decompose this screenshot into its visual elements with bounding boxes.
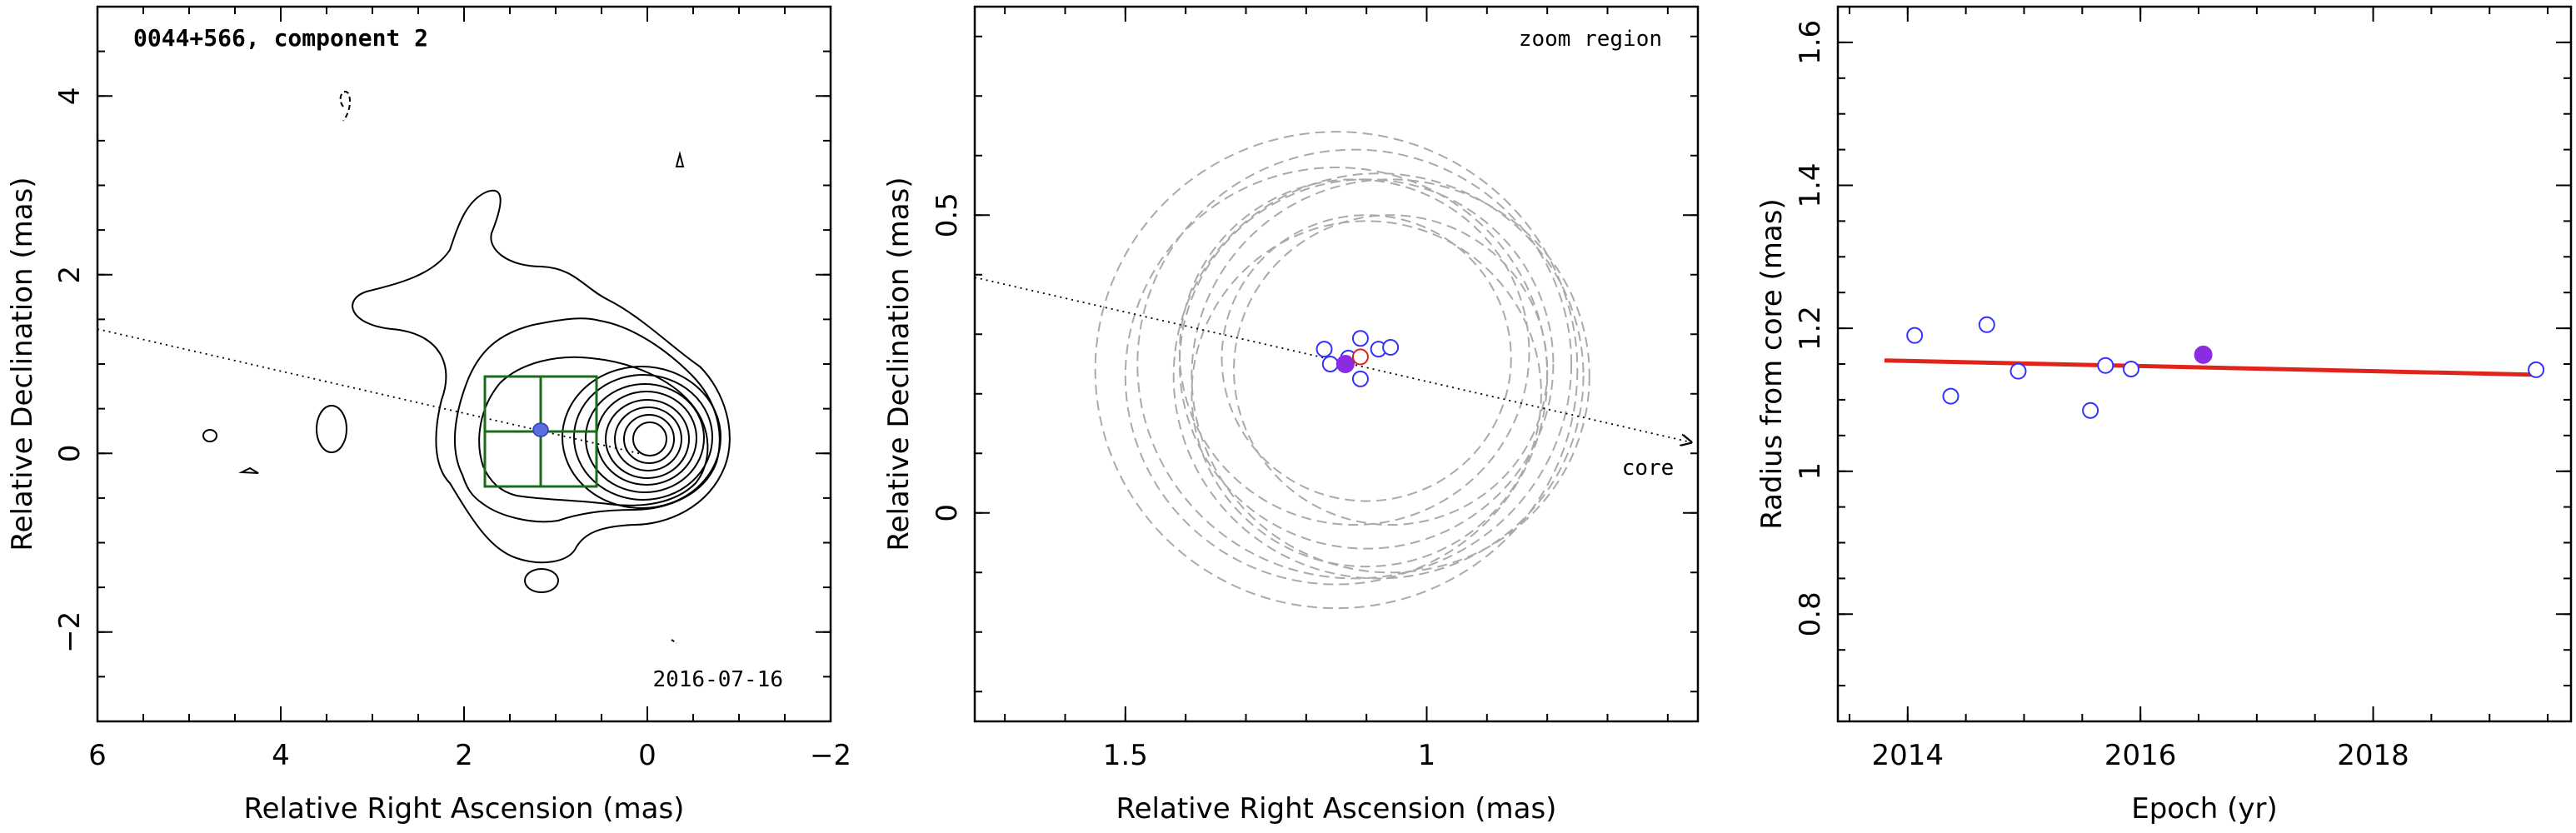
- x-tick-label: 6: [88, 739, 107, 772]
- zoom-points: [1315, 330, 1400, 387]
- zoom-data-point: [1315, 341, 1333, 358]
- panel1-date-label: 2016-07-16: [652, 667, 783, 692]
- uncertainty-circle: [1178, 178, 1530, 526]
- uncertainty-circle: [1191, 220, 1542, 568]
- uncertainty-circle: [1172, 172, 1585, 580]
- fit-line: [1884, 358, 2537, 377]
- panel2-ylabel: Relative Declination (mas): [882, 177, 916, 551]
- x-tick-label: 1.5: [1103, 739, 1148, 772]
- contour-layer: [202, 91, 731, 644]
- contour-island-5: [675, 151, 685, 167]
- contour-core-8: [632, 421, 667, 456]
- uncertainty-circle: [1191, 178, 1590, 574]
- panel3-frame: [1836, 5, 2573, 723]
- x-tick-label: 2: [455, 739, 473, 772]
- x-tick-label: 2014: [1872, 739, 1944, 772]
- zoom-data-point: [1351, 370, 1369, 387]
- contour-island-3: [202, 429, 217, 442]
- panel3-ticks: 2014 2016 2018 0.8 1 1.2 1.4 1.6: [1794, 6, 2571, 772]
- x-tick-label: 0: [638, 739, 656, 772]
- panel-radius-vs-epoch: 2014 2016 2018 0.8 1 1.2 1.4 1.6 Epoch (yr) Rad…: [1755, 5, 2573, 826]
- y-tick-label: 1.6: [1794, 20, 1827, 65]
- y-tick-label: 1.4: [1794, 162, 1827, 207]
- y-tick-label: 1.2: [1794, 306, 1827, 351]
- fit-layer: [1884, 358, 2537, 377]
- core-label: core: [1622, 456, 1675, 481]
- epoch-data-point: [2009, 362, 2027, 380]
- panel1-frame: [96, 5, 832, 723]
- jet-axis-line: [97, 328, 642, 455]
- panel2-ticks: 1.5 1 0 0.5: [931, 7, 1698, 772]
- contour-island-4: [238, 466, 259, 474]
- y-tick-label: 1: [1794, 462, 1827, 481]
- panel2-frame: [973, 5, 1700, 723]
- contour-neg-2: [671, 639, 677, 644]
- contour-outer: [352, 189, 731, 564]
- panel-contour-map: 6 4 2 0 −2 −2 0 2 4 0044+566, component 2 2016-0…: [6, 5, 851, 826]
- uncertainty-circle: [1136, 148, 1573, 580]
- panel1-ticks: 6 4 2 0 −2 −2 0 2 4: [53, 6, 851, 772]
- y-tick-label: 0.8: [1794, 591, 1827, 636]
- x-tick-label: 4: [272, 739, 290, 772]
- zoom-data-point: [1335, 355, 1355, 373]
- panel3-xlabel: Epoch (yr): [2131, 792, 2278, 826]
- x-tick-label: 2016: [2104, 739, 2177, 772]
- epoch-data-point: [2528, 361, 2545, 378]
- epoch-data-point: [1978, 316, 1995, 333]
- uncertainty-circle: [1221, 214, 1512, 502]
- contour-core-2: [573, 374, 713, 501]
- epoch-data-point: [2082, 402, 2099, 419]
- y-tick-label: 2: [53, 266, 87, 284]
- panel1-title: 0044+566, component 2: [133, 24, 428, 52]
- contour-3: [478, 356, 709, 506]
- y-tick-label: −2: [53, 611, 87, 653]
- epoch-data-point: [2194, 345, 2213, 364]
- panel-zoom: 1.5 1 0 0.5 zoom region core Relative Right…: [882, 5, 1700, 826]
- y-tick-label: 4: [53, 87, 87, 105]
- uncertainty-circles: [1094, 131, 1590, 610]
- panel3-ylabel: Radius from core (mas): [1755, 198, 1789, 529]
- contour-core-1: [562, 366, 721, 509]
- contour-island-2: [524, 568, 559, 593]
- contour-neg-1: [339, 91, 351, 122]
- contour-core-6: [614, 407, 682, 471]
- component-marker: [532, 422, 549, 437]
- y-tick-label: 0.5: [931, 192, 964, 237]
- zoom-data-point: [1321, 356, 1339, 372]
- zoom-data-point: [1351, 348, 1369, 366]
- panel1-ylabel: Relative Declination (mas): [6, 177, 39, 551]
- y-tick-label: 0: [931, 504, 964, 522]
- contour-island-1: [316, 405, 347, 453]
- zoom-data-point: [1382, 338, 1400, 356]
- panel2-xlabel: Relative Right Ascension (mas): [1116, 792, 1557, 826]
- zoom-data-point: [1351, 330, 1369, 347]
- uncertainty-circle: [1124, 167, 1549, 586]
- x-tick-label: 2018: [2337, 739, 2409, 772]
- x-tick-label: −2: [810, 739, 851, 772]
- uncertainty-circle: [1233, 214, 1549, 526]
- epoch-data-point: [2123, 361, 2139, 378]
- contour-core-3: [585, 383, 705, 493]
- epoch-points: [1906, 316, 2545, 419]
- contour-core-7: [623, 414, 675, 464]
- epoch-data-point: [1942, 387, 1959, 405]
- x-tick-label: 1: [1418, 739, 1436, 772]
- y-tick-label: 0: [53, 444, 87, 462]
- uncertainty-circle: [1178, 178, 1555, 550]
- epoch-data-point: [1906, 327, 1924, 344]
- panel1-xlabel: Relative Right Ascension (mas): [244, 792, 685, 826]
- uncertainty-circle: [1094, 131, 1579, 610]
- epoch-data-point: [2097, 357, 2114, 374]
- zoom-region-label: zoom region: [1519, 27, 1662, 52]
- contour-core-5: [605, 399, 690, 479]
